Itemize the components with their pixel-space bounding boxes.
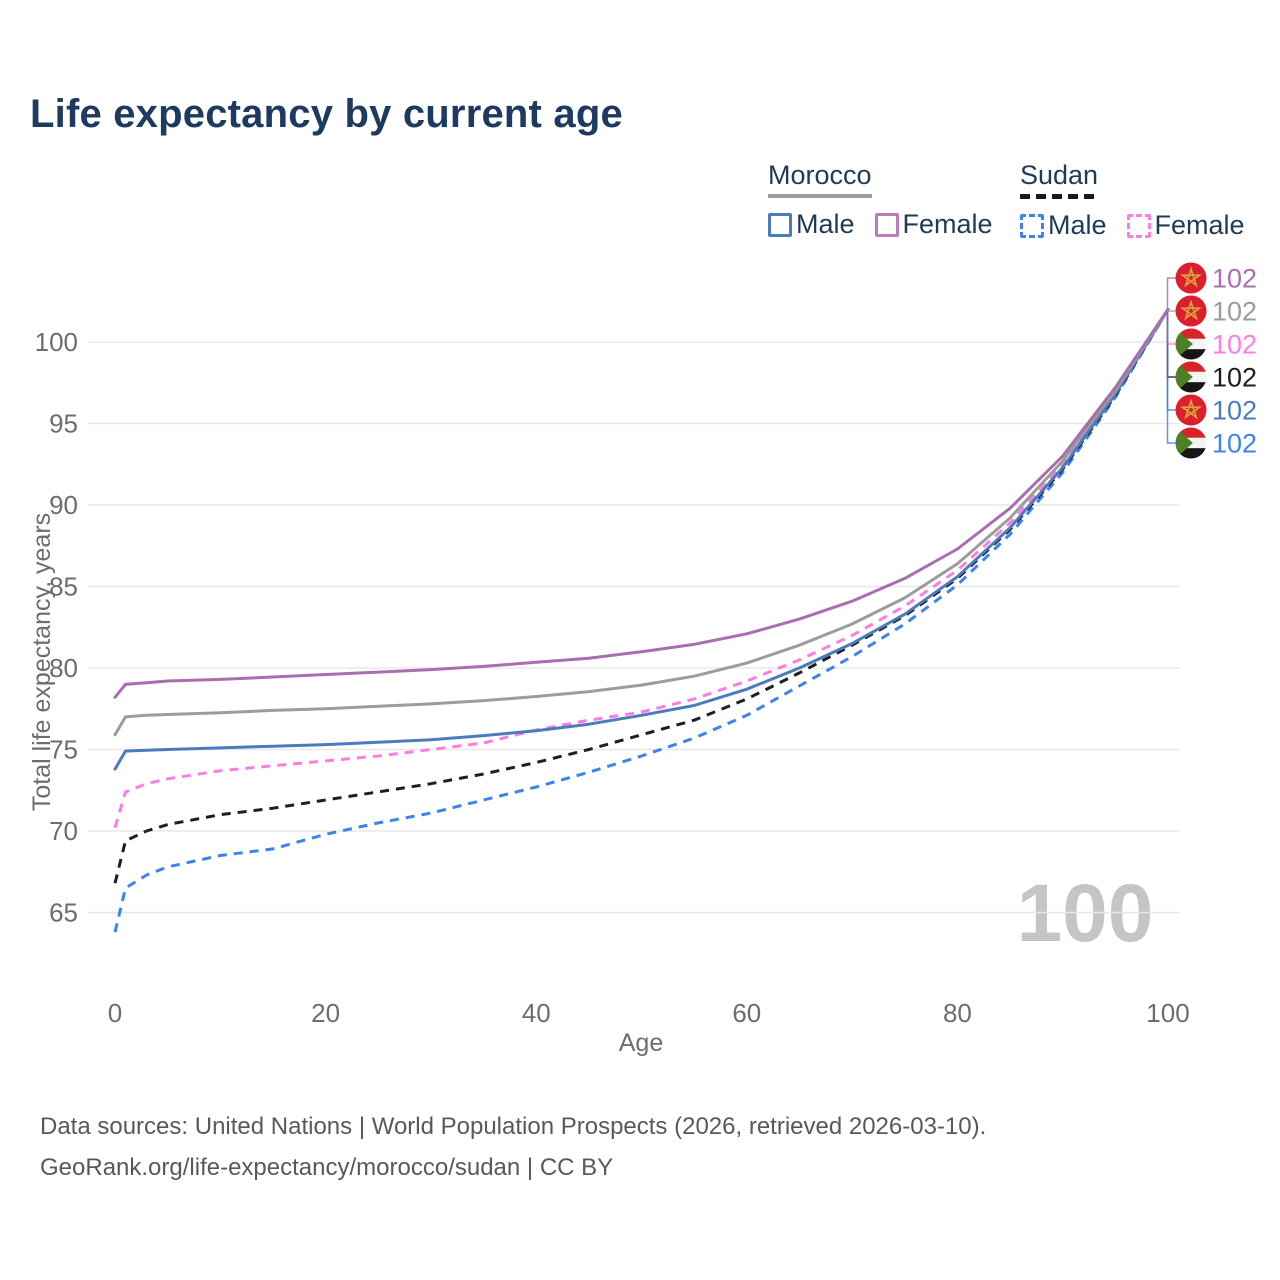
end-value-label-morocco-male: 102 xyxy=(1212,396,1257,426)
legend-items-sudan: Male Female xyxy=(1020,210,1245,241)
legend-item-sudan-male[interactable]: Male xyxy=(1020,210,1107,241)
legend-item-label: Male xyxy=(796,209,855,239)
series-line-morocco-male[interactable] xyxy=(113,307,1170,771)
y-tick-label: 70 xyxy=(49,816,78,846)
legend-item-label: Female xyxy=(1154,210,1245,240)
x-tick-label: 80 xyxy=(943,998,972,1028)
morocco-flag-icon xyxy=(1175,262,1207,294)
sudan-flag-icon xyxy=(1175,361,1207,393)
leader-line-morocco-both xyxy=(1166,309,1176,312)
morocco-flag-icon xyxy=(1175,295,1207,327)
legend-country-label-sudan: Sudan xyxy=(1020,160,1099,190)
legend-item-label: Female xyxy=(902,209,993,239)
footer: Data sources: United Nations | World Pop… xyxy=(40,1106,986,1188)
series-line-sudan-male[interactable] xyxy=(113,308,1170,933)
legend-item-label: Male xyxy=(1048,210,1107,240)
end-value-label-morocco-both: 102 xyxy=(1212,297,1257,327)
chart-title: Life expectancy by current age xyxy=(30,92,623,136)
x-axis-title: Age xyxy=(619,1029,663,1057)
legend-country-header-morocco[interactable]: Morocco xyxy=(768,162,872,198)
y-tick-label: 75 xyxy=(49,735,78,765)
sudan-linestyle-swatch xyxy=(1020,194,1099,199)
legend-country-label-morocco: Morocco xyxy=(768,160,872,190)
legend-item-morocco-male[interactable]: Male xyxy=(768,209,855,240)
footer-attribution: GeoRank.org/life-expectancy/morocco/suda… xyxy=(40,1154,614,1181)
legend-item-sudan-female[interactable]: Female xyxy=(1126,210,1245,241)
sudan-male-swatch xyxy=(1020,213,1044,238)
x-tick-label: 40 xyxy=(522,998,551,1028)
series-line-sudan-female[interactable] xyxy=(113,308,1170,829)
legend-group-sudan: Sudan Male Female xyxy=(1020,162,1245,241)
legend-group-morocco: Morocco Male Female xyxy=(768,162,993,240)
y-axis-title: Total life expectancy, years xyxy=(28,513,56,811)
age-watermark: 100 xyxy=(1017,868,1154,959)
series-line-morocco-both[interactable] xyxy=(113,307,1170,737)
morocco-flag-icon xyxy=(1175,394,1207,426)
footer-data-sources: Data sources: United Nations | World Pop… xyxy=(40,1113,987,1140)
x-tick-label: 60 xyxy=(732,998,761,1028)
x-tick-label: 100 xyxy=(1146,998,1189,1028)
legend-country-header-sudan[interactable]: Sudan xyxy=(1020,160,1099,199)
leader-line-sudan-female xyxy=(1166,309,1176,345)
sudan-flag-icon xyxy=(1175,328,1207,360)
legend-items-morocco: Male Female xyxy=(768,209,993,240)
end-value-label-morocco-female: 102 xyxy=(1212,264,1257,294)
end-value-label-sudan-both: 102 xyxy=(1212,363,1257,393)
y-tick-label: 80 xyxy=(49,653,78,683)
sudan-female-swatch xyxy=(1126,213,1151,238)
legend-item-morocco-female[interactable]: Female xyxy=(874,209,993,240)
end-value-label-sudan-female: 102 xyxy=(1212,330,1257,360)
series-line-morocco-female[interactable] xyxy=(113,307,1170,699)
morocco-linestyle-swatch xyxy=(768,194,872,198)
leader-line-morocco-female xyxy=(1166,277,1176,310)
series-line-sudan-both[interactable] xyxy=(113,308,1170,884)
x-tick-label: 20 xyxy=(311,998,340,1028)
end-value-label-sudan-male: 102 xyxy=(1212,429,1257,459)
leader-line-morocco-male xyxy=(1166,309,1176,411)
morocco-male-swatch xyxy=(768,212,792,237)
morocco-female-swatch xyxy=(874,212,899,237)
y-tick-label: 85 xyxy=(49,572,78,602)
y-tick-label: 90 xyxy=(49,490,78,520)
leader-line-sudan-both xyxy=(1166,309,1176,378)
y-tick-label: 100 xyxy=(35,327,78,357)
x-tick-label: 0 xyxy=(108,998,122,1028)
y-tick-label: 95 xyxy=(49,409,78,439)
y-tick-label: 65 xyxy=(49,898,78,928)
sudan-flag-icon xyxy=(1175,427,1207,459)
